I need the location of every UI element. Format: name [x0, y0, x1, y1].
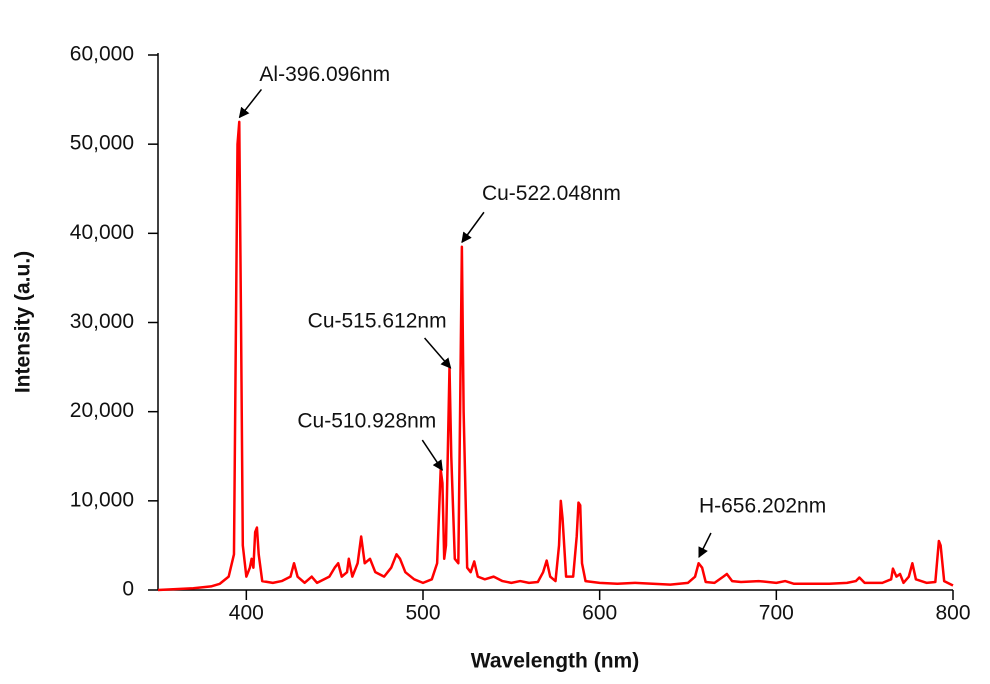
- annotation-label: Al-396.096nm: [259, 63, 390, 86]
- annotation-label: Cu-515.612nm: [308, 310, 447, 333]
- y-tick-label: 0: [122, 578, 134, 601]
- spectrum-line: [157, 120, 954, 592]
- y-tick-label: 50,000: [70, 132, 134, 155]
- annotation-label: Cu-510.928nm: [297, 410, 436, 433]
- annotation-arrow: [421, 439, 443, 471]
- y-tick-label: 20,000: [70, 399, 134, 422]
- annotation-arrow: [698, 532, 712, 558]
- annotation-label: H-656.202nm: [699, 495, 826, 518]
- annotation-arrow: [461, 211, 485, 244]
- y-tick-label: 30,000: [70, 310, 134, 333]
- annotation-arrow: [424, 337, 452, 369]
- x-tick-label: 600: [582, 602, 617, 625]
- y-axis-title: Intensity (a.u.): [12, 251, 35, 393]
- x-tick-label: 500: [405, 602, 440, 625]
- annotation-arrow: [238, 88, 263, 119]
- x-tick-label: 700: [759, 602, 794, 625]
- x-tick-label: 800: [935, 602, 970, 625]
- y-tick-label: 10,000: [70, 488, 134, 511]
- x-tick-label: 400: [229, 602, 264, 625]
- annotation-label: Cu-522.048nm: [482, 182, 621, 205]
- x-axis-title: Wavelength (nm): [471, 650, 639, 673]
- y-tick-label: 40,000: [70, 221, 134, 244]
- y-tick-label: 60,000: [70, 43, 134, 66]
